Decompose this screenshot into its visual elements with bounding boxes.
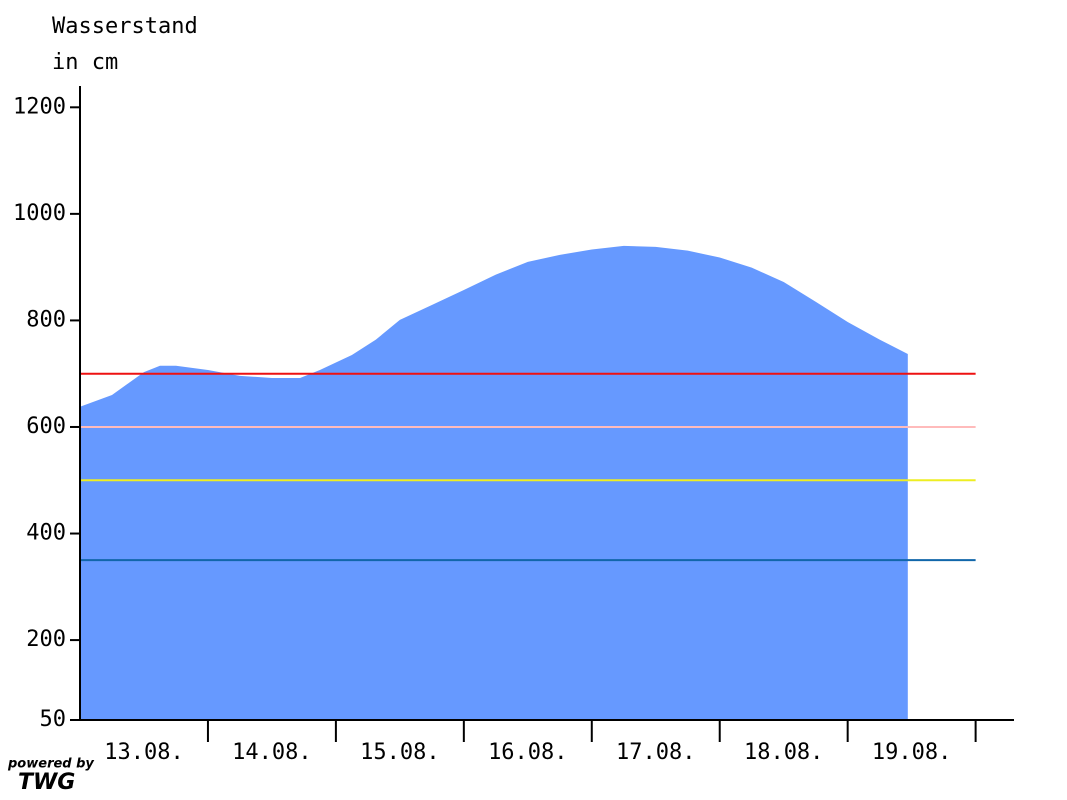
y-axis-label: in cm (52, 50, 118, 75)
y-tick-label: 50 (40, 707, 67, 732)
x-tick-label: 14.08. (232, 740, 311, 765)
logo: powered by TWG (7, 757, 94, 796)
logo-text: powered by (7, 757, 94, 772)
y-axis-label: Wasserstand (52, 14, 198, 39)
x-tick-label: 18.08. (744, 740, 823, 765)
y-tick-label: 800 (26, 307, 66, 332)
logo-text: TWG (18, 770, 75, 795)
y-tick-label: 1200 (13, 94, 66, 119)
x-tick-label: 16.08. (488, 740, 567, 765)
x-tick-label: 17.08. (616, 740, 695, 765)
area (80, 245, 908, 720)
y-tick-label: 200 (26, 627, 66, 652)
y-tick-label: 600 (26, 414, 66, 439)
y-tick-label: 1000 (13, 201, 66, 226)
x-tick-label: 13.08. (104, 740, 183, 765)
y-tick-label: 400 (26, 521, 66, 546)
x-tick-label: 15.08. (360, 740, 439, 765)
x-tick-label: 19.08. (872, 740, 951, 765)
